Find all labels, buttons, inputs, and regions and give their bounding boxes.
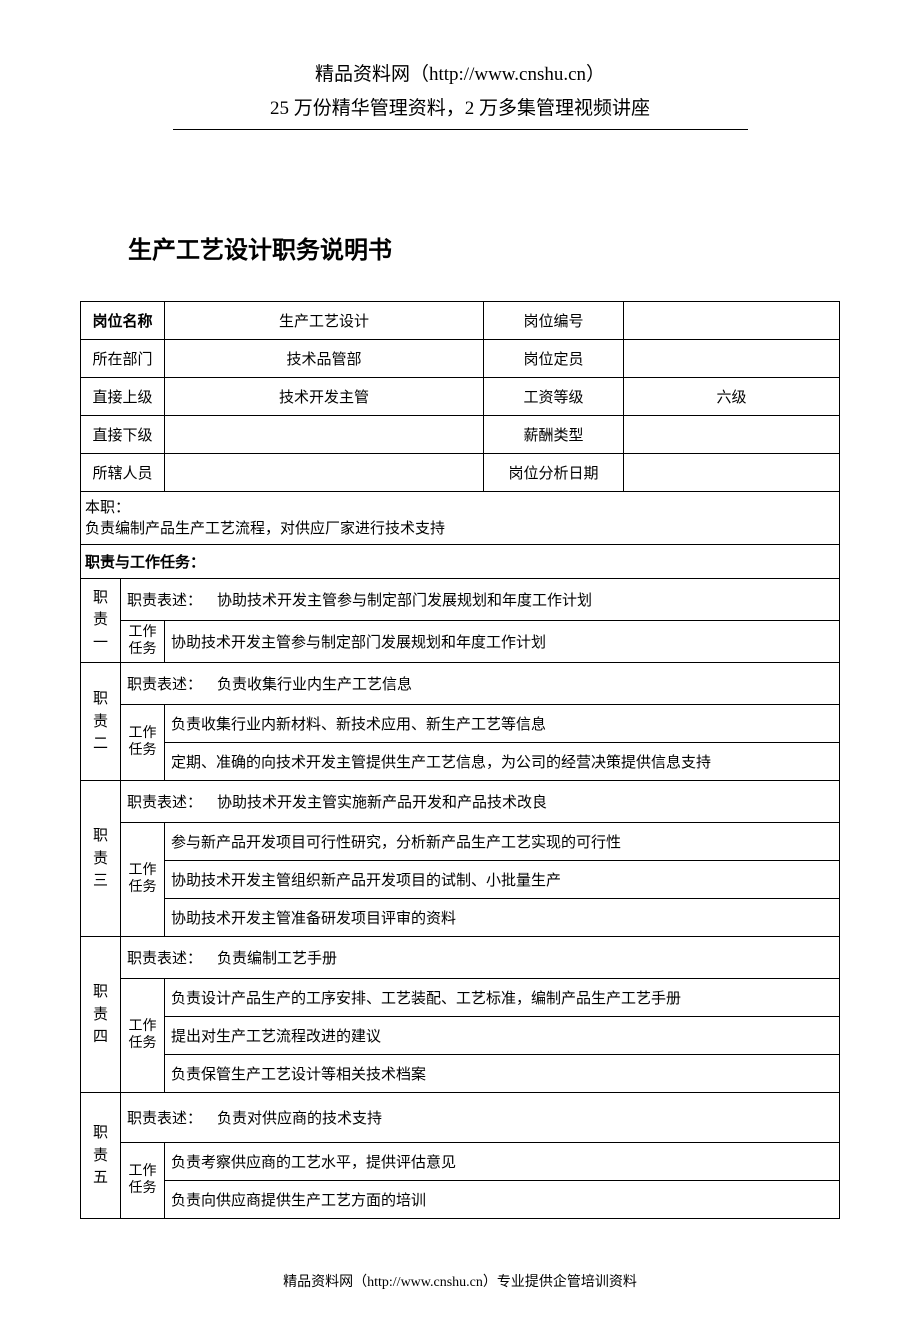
duty4-task-0: 负责设计产品生产的工序安排、工艺装配、工艺标准，编制产品生产工艺手册 xyxy=(165,979,840,1017)
duty4-title: 职责四 xyxy=(81,937,121,1093)
desc-label: 职责表述： xyxy=(127,951,202,967)
label-job-name: 岗位名称 xyxy=(81,301,165,339)
desc-label: 职责表述： xyxy=(127,795,202,811)
duty3-task-2: 协助技术开发主管准备研发项目评审的资料 xyxy=(165,899,840,937)
duty5-task-label: 工作任务 xyxy=(121,1143,165,1219)
label-job-no: 岗位编号 xyxy=(484,301,624,339)
value-salary-type xyxy=(624,415,840,453)
duty3-task-1: 协助技术开发主管组织新产品开发项目的试制、小批量生产 xyxy=(165,861,840,899)
duty4-desc: 负责编制工艺手册 xyxy=(217,951,337,967)
row-subordinate: 直接下级 薪酬类型 xyxy=(81,415,840,453)
duty4-task-row-2: 负责保管生产工艺设计等相关技术档案 xyxy=(81,1055,840,1093)
duty1-desc: 协助技术开发主管参与制定部门发展规划和年度工作计划 xyxy=(217,593,592,609)
duty1-desc-row: 职责一 职责表述： 协助技术开发主管参与制定部门发展规划和年度工作计划 xyxy=(81,578,840,620)
label-headcount: 岗位定员 xyxy=(484,339,624,377)
duty5-desc: 负责对供应商的技术支持 xyxy=(217,1111,382,1127)
row-managed: 所辖人员 岗位分析日期 xyxy=(81,453,840,491)
duty2-desc-row: 职责二 职责表述： 负责收集行业内生产工艺信息 xyxy=(81,663,840,705)
row-superior: 直接上级 技术开发主管 工资等级 六级 xyxy=(81,377,840,415)
duty2-task-row-0: 工作任务 负责收集行业内新材料、新技术应用、新生产工艺等信息 xyxy=(81,705,840,743)
duty3-title: 职责三 xyxy=(81,781,121,937)
duty1-task-label: 工作任务 xyxy=(121,620,165,663)
duty3-task-row-2: 协助技术开发主管准备研发项目评审的资料 xyxy=(81,899,840,937)
duty5-task-1: 负责向供应商提供生产工艺方面的培训 xyxy=(165,1181,840,1219)
desc-label: 职责表述： xyxy=(127,593,202,609)
desc-label: 职责表述： xyxy=(127,677,202,693)
duty1-task-row: 工作任务 协助技术开发主管参与制定部门发展规划和年度工作计划 xyxy=(81,620,840,663)
value-analysis-date xyxy=(624,453,840,491)
duty5-task-row-0: 工作任务 负责考察供应商的工艺水平，提供评估意见 xyxy=(81,1143,840,1181)
duty2-task-label: 工作任务 xyxy=(121,705,165,781)
duties-section-label: 职责与工作任务： xyxy=(81,544,840,578)
value-dept: 技术品管部 xyxy=(165,339,484,377)
main-duty-text: 负责编制产品生产工艺流程，对供应厂家进行技术支持 xyxy=(85,521,445,537)
duty3-task-row-1: 协助技术开发主管组织新产品开发项目的试制、小批量生产 xyxy=(81,861,840,899)
value-salary-grade: 六级 xyxy=(624,377,840,415)
value-headcount xyxy=(624,339,840,377)
duty2-task-row-1: 定期、准确的向技术开发主管提供生产工艺信息，为公司的经营决策提供信息支持 xyxy=(81,743,840,781)
label-managed: 所辖人员 xyxy=(81,453,165,491)
document-title: 生产工艺设计职务说明书 xyxy=(128,230,840,265)
duty4-task-row-1: 提出对生产工艺流程改进的建议 xyxy=(81,1017,840,1055)
duty1-title: 职责一 xyxy=(81,578,121,663)
duty4-task-label: 工作任务 xyxy=(121,979,165,1093)
duty1-task-0: 协助技术开发主管参与制定部门发展规划和年度工作计划 xyxy=(165,620,840,663)
row-duties-header: 职责与工作任务： xyxy=(81,544,840,578)
label-salary-type: 薪酬类型 xyxy=(484,415,624,453)
duty2-desc: 负责收集行业内生产工艺信息 xyxy=(217,677,412,693)
duty2-task-0: 负责收集行业内新材料、新技术应用、新生产工艺等信息 xyxy=(165,705,840,743)
duty2-task-1: 定期、准确的向技术开发主管提供生产工艺信息，为公司的经营决策提供信息支持 xyxy=(165,743,840,781)
duty4-task-row-0: 工作任务 负责设计产品生产的工序安排、工艺装配、工艺标准，编制产品生产工艺手册 xyxy=(81,979,840,1017)
duty3-task-0: 参与新产品开发项目可行性研究，分析新产品生产工艺实现的可行性 xyxy=(165,823,840,861)
header-divider xyxy=(173,129,748,130)
duty3-desc-row: 职责三 职责表述： 协助技术开发主管实施新产品开发和产品技术改良 xyxy=(81,781,840,823)
duty4-task-2: 负责保管生产工艺设计等相关技术档案 xyxy=(165,1055,840,1093)
label-superior: 直接上级 xyxy=(81,377,165,415)
duty3-task-label: 工作任务 xyxy=(121,823,165,937)
row-job-name: 岗位名称 生产工艺设计 岗位编号 xyxy=(81,301,840,339)
duty5-desc-row: 职责五 职责表述： 负责对供应商的技术支持 xyxy=(81,1093,840,1143)
label-analysis-date: 岗位分析日期 xyxy=(484,453,624,491)
desc-label: 职责表述： xyxy=(127,1111,202,1127)
duty5-task-row-1: 负责向供应商提供生产工艺方面的培训 xyxy=(81,1181,840,1219)
value-superior: 技术开发主管 xyxy=(165,377,484,415)
duty3-task-row-0: 工作任务 参与新产品开发项目可行性研究，分析新产品生产工艺实现的可行性 xyxy=(81,823,840,861)
value-managed xyxy=(165,453,484,491)
duty4-task-1: 提出对生产工艺流程改进的建议 xyxy=(165,1017,840,1055)
row-main-duty: 本职： 负责编制产品生产工艺流程，对供应厂家进行技术支持 xyxy=(81,491,840,544)
duty4-desc-row: 职责四 职责表述： 负责编制工艺手册 xyxy=(81,937,840,979)
job-spec-table: 岗位名称 生产工艺设计 岗位编号 所在部门 技术品管部 岗位定员 直接上级 技术… xyxy=(80,301,840,1220)
row-dept: 所在部门 技术品管部 岗位定员 xyxy=(81,339,840,377)
value-subordinate xyxy=(165,415,484,453)
duty5-title: 职责五 xyxy=(81,1093,121,1219)
label-subordinate: 直接下级 xyxy=(81,415,165,453)
value-job-name: 生产工艺设计 xyxy=(165,301,484,339)
label-salary-grade: 工资等级 xyxy=(484,377,624,415)
footer-text: 精品资料网（http://www.cnshu.cn）专业提供企管培训资料 xyxy=(80,1271,840,1291)
header-line-1: 精品资料网（http://www.cnshu.cn） xyxy=(80,60,840,90)
header-line-2: 25 万份精华管理资料，2 万多集管理视频讲座 xyxy=(80,94,840,124)
duty3-desc: 协助技术开发主管实施新产品开发和产品技术改良 xyxy=(217,795,547,811)
duty5-task-0: 负责考察供应商的工艺水平，提供评估意见 xyxy=(165,1143,840,1181)
label-dept: 所在部门 xyxy=(81,339,165,377)
main-duty-label: 本职： xyxy=(85,500,130,516)
duty2-title: 职责二 xyxy=(81,663,121,781)
value-job-no xyxy=(624,301,840,339)
